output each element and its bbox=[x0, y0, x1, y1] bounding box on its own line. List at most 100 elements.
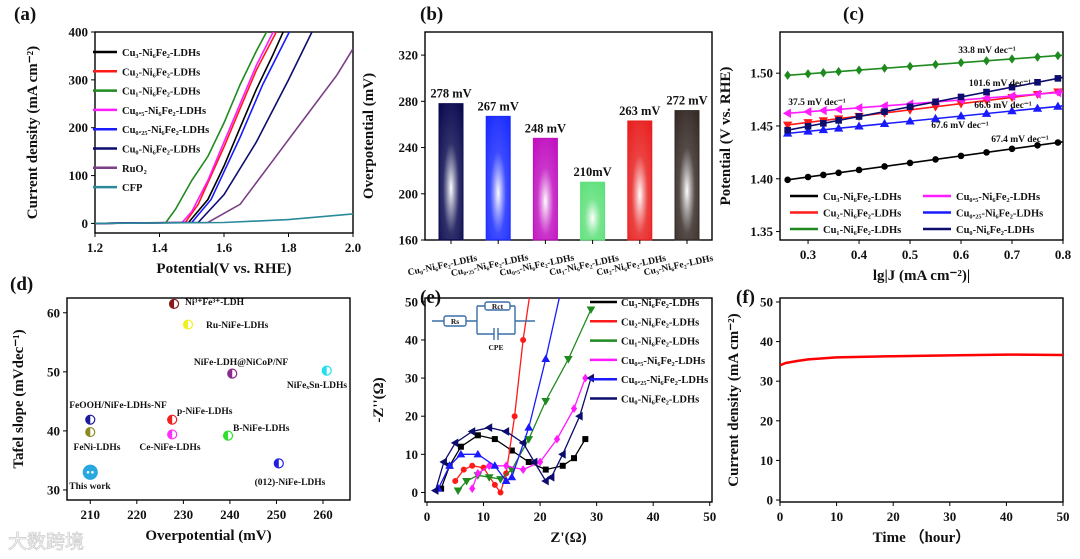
data-point bbox=[782, 108, 791, 118]
x-tick-label: 0.4 bbox=[851, 247, 868, 262]
data-point-half bbox=[169, 299, 175, 309]
data-point bbox=[854, 121, 864, 130]
data-point bbox=[1053, 87, 1062, 98]
point-label: This work bbox=[69, 482, 111, 492]
fit-line bbox=[787, 54, 1063, 77]
x-tick-label: 30 bbox=[943, 509, 956, 524]
point-label: B-NiFe-LDHs bbox=[233, 424, 290, 434]
data-point bbox=[491, 481, 498, 488]
data-point bbox=[430, 486, 439, 495]
fit-line bbox=[787, 90, 1063, 126]
data-point-half bbox=[85, 427, 91, 437]
y-tick-label: 1.35 bbox=[750, 224, 773, 239]
data-point bbox=[546, 472, 555, 482]
data-point-half bbox=[167, 415, 173, 425]
data-point bbox=[501, 427, 510, 436]
series-line bbox=[95, 32, 275, 225]
point-label: Ru-NiFe-LDHs bbox=[206, 321, 269, 331]
y-tick-label: 0 bbox=[767, 493, 774, 508]
legend-label: RuO₂ bbox=[122, 164, 147, 175]
data-point bbox=[582, 373, 589, 383]
data-point bbox=[804, 69, 812, 79]
data-point bbox=[520, 465, 527, 474]
x-tick-label: 50 bbox=[703, 509, 716, 524]
x-tick-label: 0 bbox=[424, 509, 431, 524]
y-tick-label: 300 bbox=[69, 72, 89, 87]
data-point bbox=[956, 111, 966, 120]
data-point bbox=[503, 461, 510, 471]
data-point bbox=[529, 280, 534, 285]
data-point bbox=[1034, 78, 1041, 86]
data-point bbox=[529, 457, 538, 467]
x-axis-label: Time （hour） bbox=[873, 528, 971, 546]
data-point bbox=[460, 466, 467, 473]
data-point bbox=[469, 462, 476, 469]
y-tick-label: 10 bbox=[405, 447, 418, 462]
data-point bbox=[1054, 50, 1062, 61]
data-point bbox=[957, 93, 965, 101]
data-point bbox=[932, 156, 939, 163]
slope-label: 67.4 mV dec⁻¹ bbox=[991, 135, 1049, 145]
x-tick-label: 20 bbox=[887, 509, 900, 524]
x-tick-label: 40 bbox=[647, 509, 660, 524]
data-point bbox=[582, 436, 589, 443]
bar-value-label: 272 mV bbox=[666, 94, 707, 108]
series-line bbox=[437, 298, 560, 489]
legend-label: Cu₂-Ni₆Fe₂-LDHs bbox=[122, 67, 200, 78]
y-axis-label: Overpotential (mV) bbox=[361, 73, 377, 199]
legend-label: Cu₃-Ni₆Fe₂-LDHs bbox=[823, 192, 901, 203]
x-tick-label: 260 bbox=[313, 507, 333, 522]
data-point bbox=[491, 436, 498, 443]
data-point bbox=[833, 123, 844, 132]
data-point bbox=[932, 59, 939, 70]
data-point bbox=[957, 58, 965, 68]
bar bbox=[532, 137, 558, 241]
fit-line bbox=[787, 76, 1063, 131]
data-point bbox=[524, 423, 534, 431]
data-point bbox=[536, 457, 544, 467]
legend-label: Cu₀.₂₅-Ni₆Fe₂-LDHs bbox=[956, 209, 1043, 220]
x-tick-label: 0.7 bbox=[1004, 247, 1021, 262]
legend-label: Cu₀.₂₅-Ni₆Fe₂-LDHs bbox=[621, 375, 708, 386]
data-point bbox=[1032, 103, 1043, 112]
legend-label: Cu₀.₅-Ni₆Fe₂-LDHs bbox=[956, 192, 1040, 203]
legend-label: Cu₀-Ni₆Fe₂-LDHs bbox=[621, 395, 699, 406]
data-point bbox=[818, 105, 827, 116]
slope-label: 67.6 mV dec⁻¹ bbox=[931, 121, 989, 131]
data-point bbox=[1034, 52, 1041, 62]
panel-f: 0 10 20 30 40 50 0 10 20 30 40 50 Time （hour） Current… bbox=[726, 294, 1070, 546]
x-tick-label: 210 bbox=[81, 507, 101, 522]
data-point bbox=[981, 93, 990, 103]
x-axis-label: Z'(Ω) bbox=[550, 530, 586, 546]
data-point-half bbox=[183, 320, 189, 330]
legend-label: Cu₀.₅-Ni₆Fe₂-LDHs bbox=[122, 106, 206, 117]
data-point bbox=[484, 474, 494, 482]
data-point-half bbox=[227, 369, 233, 379]
panel-label: (b) bbox=[420, 4, 443, 25]
y-tick-label: 1.40 bbox=[750, 171, 773, 186]
x-tick-label: 50 bbox=[1057, 509, 1070, 524]
x-tick-label: 0.8 bbox=[1055, 247, 1072, 262]
y-tick-label: 10 bbox=[760, 453, 773, 468]
data-point bbox=[559, 279, 566, 285]
y-tick-label: 30 bbox=[760, 374, 773, 389]
data-point bbox=[835, 66, 843, 77]
data-point bbox=[906, 61, 914, 72]
data-point bbox=[835, 169, 842, 177]
legend-label: Cu₀-Ni₆Fe₂-LDHs bbox=[122, 145, 200, 156]
data-point bbox=[1034, 142, 1041, 149]
point-label: FeNi-LDHs bbox=[74, 443, 121, 453]
plot-frame bbox=[424, 297, 713, 503]
x-tick-label: 0.3 bbox=[800, 247, 817, 262]
fit-line bbox=[787, 105, 1063, 135]
data-point bbox=[1054, 139, 1062, 146]
y-axis-label: Potential (V vs. RHE) bbox=[718, 67, 734, 206]
y-tick-label: 50 bbox=[760, 294, 773, 309]
data-point bbox=[474, 432, 481, 439]
data-point bbox=[496, 476, 505, 484]
data-point bbox=[879, 101, 888, 111]
data-point bbox=[473, 449, 483, 458]
y-tick-label: 280 bbox=[399, 94, 419, 109]
y-tick-label: 240 bbox=[399, 140, 419, 155]
data-point bbox=[497, 489, 504, 496]
